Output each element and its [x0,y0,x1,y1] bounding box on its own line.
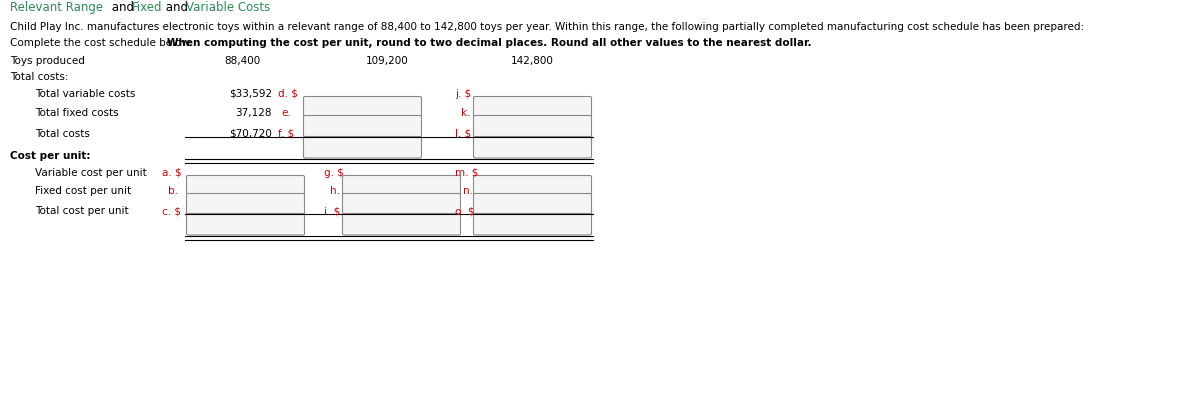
FancyBboxPatch shape [474,194,592,215]
Text: 142,800: 142,800 [510,56,553,66]
FancyBboxPatch shape [186,194,305,215]
Text: Child Play Inc. manufactures electronic toys within a relevant range of 88,400 t: Child Play Inc. manufactures electronic … [10,22,1084,32]
Text: Total costs:: Total costs: [10,72,68,82]
Text: $33,592: $33,592 [229,89,272,99]
FancyBboxPatch shape [474,175,592,197]
Text: Total costs: Total costs [35,129,90,139]
Text: Total fixed costs: Total fixed costs [35,108,119,118]
Text: Total variable costs: Total variable costs [35,89,136,99]
FancyBboxPatch shape [474,213,592,235]
FancyBboxPatch shape [474,137,592,158]
Text: $70,720: $70,720 [229,129,272,139]
Text: Toys produced: Toys produced [10,56,85,66]
FancyBboxPatch shape [342,213,461,235]
Text: Complete the cost schedule below.: Complete the cost schedule below. [10,38,196,48]
Text: When computing the cost per unit, round to two decimal places. Round all other v: When computing the cost per unit, round … [167,38,811,48]
FancyBboxPatch shape [342,194,461,215]
Text: e.: e. [281,108,290,118]
Text: and: and [162,1,192,14]
Text: d. $: d. $ [278,89,298,99]
FancyBboxPatch shape [186,175,305,197]
Text: l. $: l. $ [455,129,472,139]
Text: Variable Costs: Variable Costs [186,1,270,14]
FancyBboxPatch shape [304,97,421,118]
Text: k.: k. [461,108,470,118]
Text: and: and [108,1,138,14]
Text: j. $: j. $ [455,89,472,99]
Text: Fixed cost per unit: Fixed cost per unit [35,186,131,196]
Text: h.: h. [330,186,340,196]
Text: a. $: a. $ [162,168,181,178]
Text: m. $: m. $ [455,168,479,178]
FancyBboxPatch shape [474,116,592,137]
Text: i. $: i. $ [324,206,341,216]
Text: 37,128: 37,128 [235,108,272,118]
Text: Cost per unit:: Cost per unit: [10,151,90,161]
Text: Total cost per unit: Total cost per unit [35,206,128,216]
Text: Relevant Range: Relevant Range [10,1,103,14]
Text: f. $: f. $ [278,129,294,139]
Text: 109,200: 109,200 [366,56,408,66]
Text: Variable cost per unit: Variable cost per unit [35,168,146,178]
FancyBboxPatch shape [342,175,461,197]
Text: 88,400: 88,400 [224,56,260,66]
Text: n.: n. [463,186,473,196]
Text: Fixed: Fixed [132,1,162,14]
Text: o. $: o. $ [455,206,474,216]
FancyBboxPatch shape [304,116,421,137]
Text: b.: b. [168,186,178,196]
Text: g. $: g. $ [324,168,344,178]
FancyBboxPatch shape [474,97,592,118]
Text: c. $: c. $ [162,206,181,216]
FancyBboxPatch shape [186,213,305,235]
FancyBboxPatch shape [304,137,421,158]
